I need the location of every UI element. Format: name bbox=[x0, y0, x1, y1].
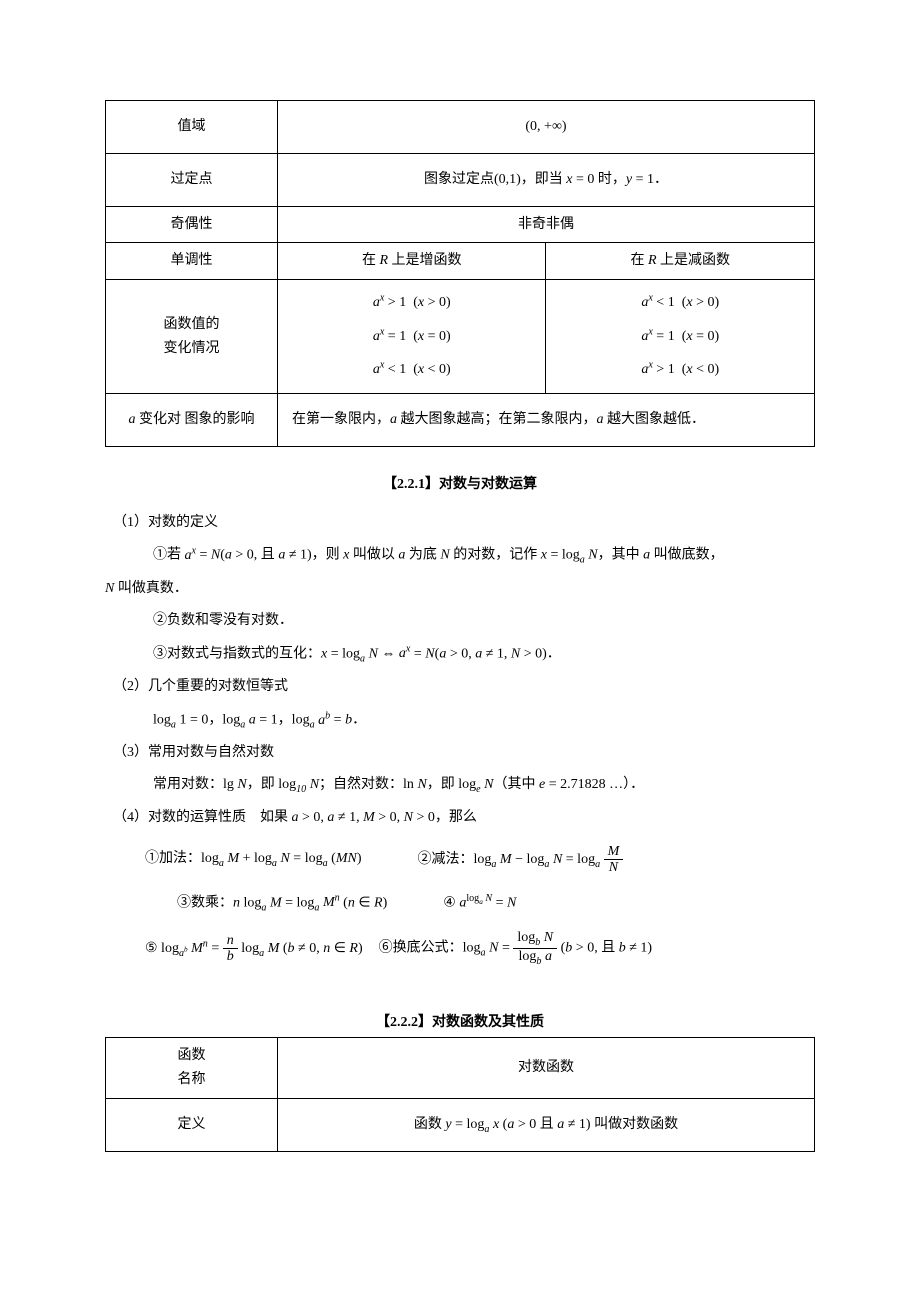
eq-line: ax = 1 (x = 0) bbox=[286, 320, 537, 354]
p1: （1）对数的定义 bbox=[113, 511, 815, 535]
row-range-label: 值域 bbox=[106, 101, 278, 154]
eq-line: ax = 1 (x = 0) bbox=[554, 320, 806, 354]
p1d: ③对数式与指数式的互化：x = loga N ⇔ ax = N(a > 0, a… bbox=[153, 641, 815, 668]
p2a: loga 1 = 0，loga a = 1，loga ab = b． bbox=[153, 707, 815, 734]
eq-addition: ①加法：loga M + loga N = loga (MN) bbox=[145, 847, 361, 872]
p4b: ③数乘：n loga M = loga Mn (n ∈ R) ④ aloga N… bbox=[105, 890, 815, 917]
row-values-right: ax < 1 (x > 0) ax = 1 (x = 0) ax > 1 (x … bbox=[546, 280, 815, 394]
p3a: 常用对数：lg N，即 log10 N；自然对数：ln N，即 loge N（其… bbox=[153, 773, 815, 798]
p4a: ①加法：loga M + loga N = loga (MN) ②减法：loga… bbox=[105, 844, 815, 876]
eq-inverse: ④ aloga N = N bbox=[443, 890, 516, 915]
row-monotone-label: 单调性 bbox=[106, 243, 278, 280]
eq-line: ax > 1 (x > 0) bbox=[286, 286, 537, 320]
row-parity-label: 奇偶性 bbox=[106, 206, 278, 243]
row-parity-value: 非奇非偶 bbox=[278, 206, 815, 243]
row-fixedpoint-value: 图象过定点(0,1)，即当 x = 0 时，y = 1． bbox=[278, 153, 815, 206]
row-fn-name-label: 函数名称 bbox=[106, 1037, 278, 1098]
eq-change-base: ⑥换底公式：loga N = logb Nlogb a (b > 0, 且 b … bbox=[379, 930, 652, 967]
p1a: ①若 ax = N(a > 0, 且 a ≠ 1)，则 x 叫做以 a 为底 N… bbox=[153, 542, 815, 569]
eq-line: ax > 1 (x < 0) bbox=[554, 353, 806, 387]
label-text: 定义 bbox=[178, 1117, 206, 1132]
eq-power-base: ⑤ logab Mn = nb loga M (b ≠ 0, n ∈ R) bbox=[145, 933, 363, 965]
value-text: 非奇非偶 bbox=[518, 217, 574, 232]
section-222-title: 【2.2.2】对数函数及其性质 bbox=[105, 1011, 815, 1035]
row-fn-def-label: 定义 bbox=[106, 1098, 278, 1152]
p4: （4）对数的运算性质 如果 a > 0, a ≠ 1, M > 0, N > 0… bbox=[113, 806, 815, 830]
row-range-value: (0, +∞) bbox=[278, 101, 815, 154]
eq-line: ax < 1 (x < 0) bbox=[286, 353, 537, 387]
row-monotone-left: 在 R 上是增函数 bbox=[278, 243, 546, 280]
row-a-effect-label: a 变化对 图象的影响 bbox=[106, 393, 278, 446]
row-values-label: 函数值的变化情况 bbox=[106, 280, 278, 394]
section-221-title: 【2.2.1】对数与对数运算 bbox=[105, 473, 815, 497]
value-text: (0, +∞) bbox=[525, 119, 566, 134]
label-text: 值域 bbox=[178, 119, 206, 134]
p2: （2）几个重要的对数恒等式 bbox=[113, 675, 815, 699]
eq-scalar-mult: ③数乘：n loga M = loga Mn (n ∈ R) bbox=[177, 890, 387, 917]
label-text: 过定点 bbox=[171, 172, 213, 187]
row-values-left: ax > 1 (x > 0) ax = 1 (x = 0) ax < 1 (x … bbox=[278, 280, 546, 394]
p1c: ②负数和零没有对数． bbox=[153, 609, 815, 633]
row-monotone-right: 在 R 上是减函数 bbox=[546, 243, 815, 280]
row-fixedpoint-label: 过定点 bbox=[106, 153, 278, 206]
row-fn-name-value: 对数函数 bbox=[278, 1037, 815, 1098]
row-fn-def-value: 函数 y = loga x (a > 0 且 a ≠ 1) 叫做对数函数 bbox=[278, 1098, 815, 1152]
eq-line: ax < 1 (x > 0) bbox=[554, 286, 806, 320]
p1b: N 叫做真数． bbox=[105, 577, 815, 601]
logfunc-table: 函数名称 对数函数 定义 函数 y = loga x (a > 0 且 a ≠ … bbox=[105, 1037, 815, 1153]
row-a-effect-value: 在第一象限内，a 越大图象越高；在第二象限内，a 越大图象越低． bbox=[278, 393, 815, 446]
value-text: 对数函数 bbox=[518, 1060, 574, 1075]
p3: （3）常用对数与自然对数 bbox=[113, 741, 815, 765]
p4c: ⑤ logab Mn = nb loga M (b ≠ 0, n ∈ R) ⑥换… bbox=[105, 930, 815, 967]
label-text: 奇偶性 bbox=[171, 217, 213, 232]
eq-subtraction: ②减法：loga M − loga N = loga MN bbox=[417, 844, 623, 876]
properties-table: 值域 (0, +∞) 过定点 图象过定点(0,1)，即当 x = 0 时，y =… bbox=[105, 100, 815, 447]
label-text: 单调性 bbox=[171, 253, 213, 268]
